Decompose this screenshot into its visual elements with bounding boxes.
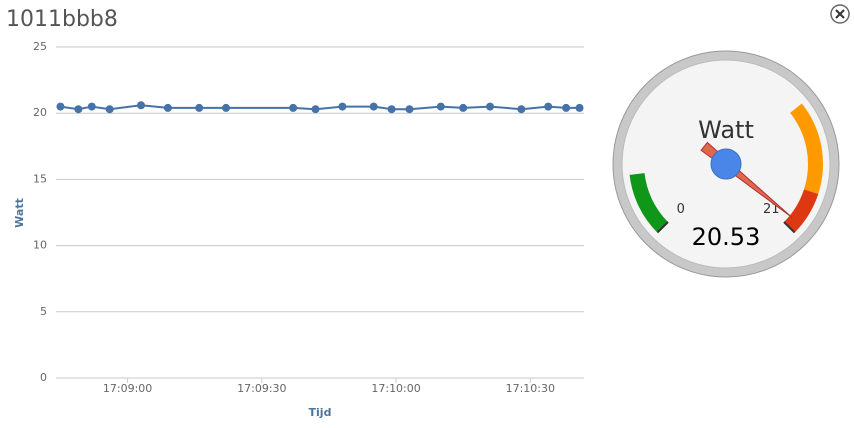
gauge-tick bbox=[783, 221, 796, 234]
y-tick-label: 20 bbox=[33, 106, 47, 119]
point bbox=[575, 103, 584, 112]
y-axis-title: Watt bbox=[13, 198, 26, 228]
gauge-tick bbox=[656, 221, 669, 234]
point bbox=[338, 102, 347, 111]
gauge-hub bbox=[710, 148, 742, 180]
point bbox=[195, 103, 204, 112]
point bbox=[387, 105, 396, 114]
point bbox=[459, 103, 468, 112]
y-tick-label: 10 bbox=[33, 239, 47, 252]
page-title: 1011bbb8 bbox=[6, 7, 118, 32]
point bbox=[486, 102, 495, 111]
point bbox=[222, 103, 231, 112]
y-tick-label: 5 bbox=[40, 305, 47, 318]
point bbox=[436, 102, 445, 111]
gauge-band bbox=[790, 103, 824, 194]
point bbox=[56, 102, 65, 111]
gauge-band bbox=[783, 189, 819, 233]
point bbox=[517, 105, 526, 114]
x-tick-label: 17:09:00 bbox=[103, 382, 152, 395]
point bbox=[405, 105, 414, 114]
point bbox=[74, 105, 83, 114]
point bbox=[311, 105, 320, 114]
point bbox=[137, 101, 146, 110]
point bbox=[369, 102, 378, 111]
x-tick-label: 17:09:30 bbox=[237, 382, 286, 395]
gauge-tick-label: 0 bbox=[677, 202, 685, 217]
y-tick-label: 0 bbox=[40, 371, 47, 384]
point bbox=[544, 102, 553, 111]
point bbox=[562, 103, 571, 112]
x-axis-title: Tijd bbox=[309, 406, 332, 419]
gauge-band bbox=[629, 173, 669, 233]
point bbox=[105, 105, 114, 114]
y-tick-label: 25 bbox=[33, 40, 47, 53]
x-tick-label: 17:10:30 bbox=[506, 382, 555, 395]
point bbox=[289, 103, 298, 112]
point bbox=[87, 102, 96, 111]
gauge-value: 20.53 bbox=[692, 223, 761, 251]
close-button[interactable] bbox=[830, 4, 850, 24]
point bbox=[163, 103, 172, 112]
x-tick-label: 17:10:00 bbox=[371, 382, 420, 395]
gauge-title: Watt bbox=[698, 116, 754, 144]
y-tick-label: 15 bbox=[33, 172, 47, 185]
